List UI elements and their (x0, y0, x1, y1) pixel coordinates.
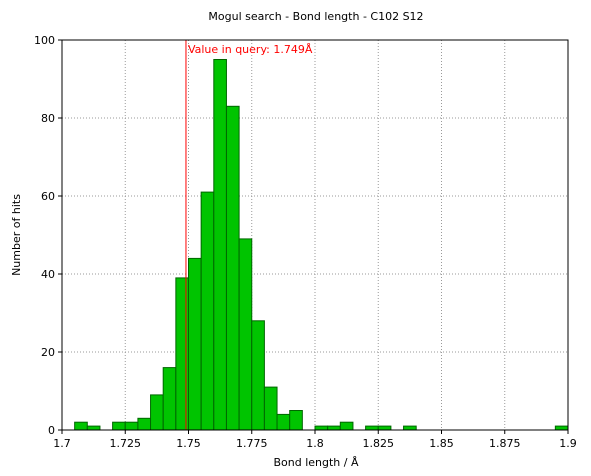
histogram-bar (137, 417, 152, 431)
histogram-bar (86, 425, 101, 431)
histogram-bar (251, 320, 265, 431)
histogram-bar (403, 425, 417, 431)
x-tick-label: 1.8 (306, 437, 324, 450)
histogram-bar (289, 410, 303, 431)
histogram-bar (263, 386, 278, 431)
y-axis-ticks: 0 20 40 60 80 100 (34, 34, 62, 437)
histogram-bar (112, 421, 126, 431)
histogram-bar (365, 425, 379, 431)
y-tick-label: 20 (41, 346, 55, 359)
histogram-bar (124, 421, 139, 431)
histogram-bar (213, 59, 227, 431)
x-tick-label: 1.825 (363, 437, 395, 450)
histogram-bar (162, 367, 177, 431)
histogram-bar (188, 257, 202, 431)
x-tick-label: 1.85 (429, 437, 454, 450)
x-tick-label: 1.75 (176, 437, 201, 450)
histogram-bar (554, 425, 569, 431)
histogram-bar (200, 191, 215, 431)
histogram-bar (238, 238, 253, 431)
histogram-bar (276, 413, 291, 431)
histogram-bar (377, 425, 392, 431)
y-tick-label: 0 (48, 424, 55, 437)
y-axis-label: Number of hits (10, 194, 23, 276)
histogram-bar (225, 105, 240, 431)
y-tick-label: 60 (41, 190, 55, 203)
x-tick-label: 1.725 (110, 437, 142, 450)
histogram-bar (175, 277, 190, 431)
x-tick-label: 1.875 (489, 437, 521, 450)
x-axis-label: Bond length / Å (273, 456, 358, 469)
histogram-bar (327, 425, 341, 431)
histogram-bar (74, 421, 88, 431)
y-tick-label: 80 (41, 112, 55, 125)
histogram-bar (150, 394, 164, 431)
chart-title: Mogul search - Bond length - C102 S12 (208, 10, 423, 23)
x-tick-label: 1.9 (559, 437, 577, 450)
x-tick-label: 1.775 (236, 437, 268, 450)
histogram-bar (339, 421, 354, 431)
plot-border (61, 39, 569, 431)
y-tick-label: 100 (34, 34, 55, 47)
query-value-label: Value in query: 1.749Å (188, 43, 313, 56)
x-tick-label: 1.7 (53, 437, 71, 450)
y-tick-label: 40 (41, 268, 55, 281)
x-axis-ticks: 1.7 1.725 1.75 1.775 1.8 1.825 1.85 1.875 1.9 (53, 430, 577, 450)
histogram-bar (314, 425, 329, 431)
